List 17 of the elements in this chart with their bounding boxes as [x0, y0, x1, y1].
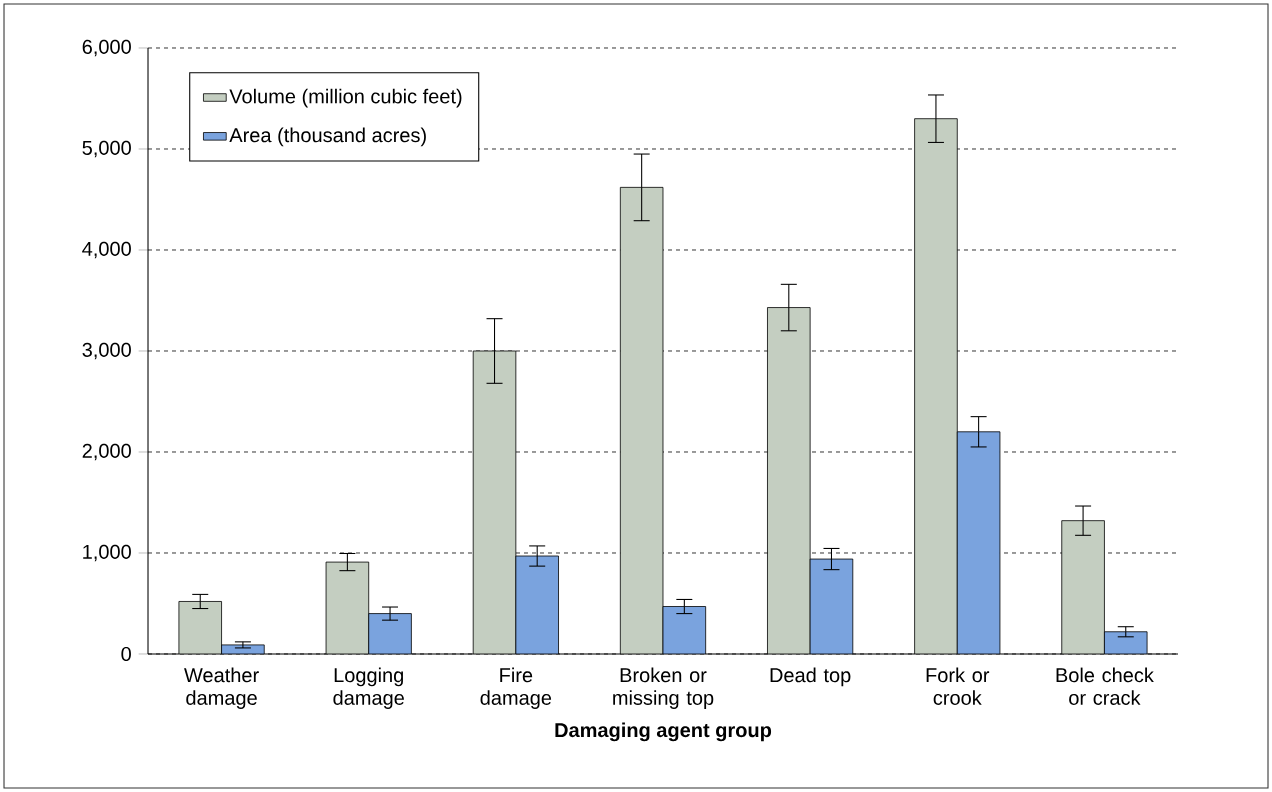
x-tick-label: Logging damage — [333, 667, 404, 709]
x-tick-label: Fire damage — [480, 667, 552, 709]
legend-label: Volume (million cubic feet) — [229, 88, 462, 108]
x-tick-label: Broken or missing top — [613, 667, 714, 709]
x-axis-title: Damaging agent group — [555, 722, 772, 742]
y-tick-label: 3,000 — [82, 342, 131, 360]
y-tick-label: 4,000 — [82, 241, 131, 259]
x-tick-label: Fork or crook — [926, 667, 990, 705]
y-tick-label: 0 — [121, 646, 131, 662]
x-tick-label: Dead top — [770, 667, 851, 687]
x-tick-label: Bole check or crack — [1056, 667, 1154, 705]
y-tick-label: 2,000 — [82, 443, 131, 461]
legend-label: Area (thousand acres) — [229, 127, 426, 147]
y-tick-label: 5,000 — [82, 140, 131, 158]
y-tick-label: 6,000 — [82, 39, 131, 57]
x-tick-label: Weather damage — [184, 667, 259, 709]
y-tick-label: 1,000 — [83, 544, 131, 562]
